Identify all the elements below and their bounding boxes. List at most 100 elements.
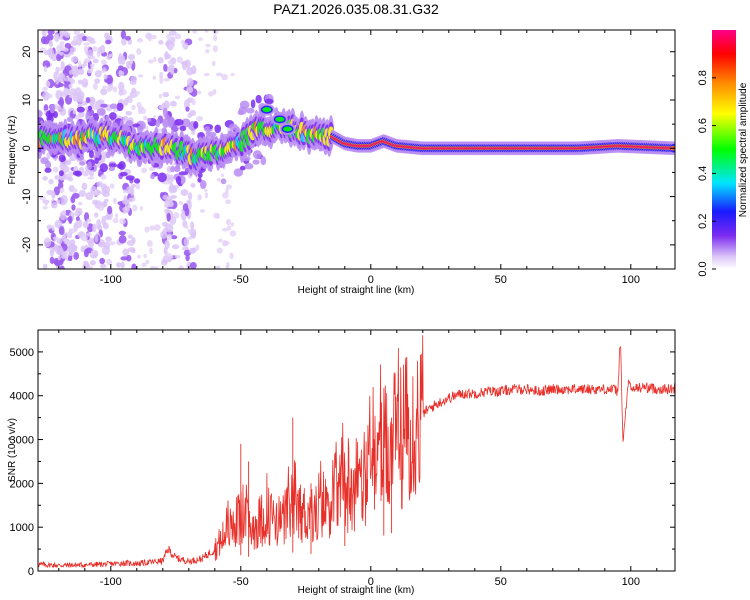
spectrogram-noise-cell	[136, 48, 142, 55]
spectrogram-noise-cell	[58, 170, 64, 177]
spectrogram-noise-cell	[168, 116, 175, 125]
spectrogram-noise-cell	[59, 107, 67, 116]
spectrogram-noise-cell	[38, 110, 43, 118]
spectrogram-noise-cell	[56, 238, 63, 245]
spectrogram-noise-cell	[51, 224, 55, 231]
spectrogram-noise-cell	[204, 30, 209, 33]
spectrogram-noise-cell	[187, 77, 194, 88]
spectrogram-noise-cell	[137, 254, 141, 259]
spectrogram-noise-cell	[147, 117, 152, 122]
spectrogram-noise-cell	[246, 107, 255, 114]
spectrogram-noise-cell	[185, 106, 190, 112]
spectrogram-noise-cell	[98, 204, 105, 211]
spectrogram-noise-cell	[70, 195, 76, 204]
spectrogram-noise-cell	[94, 234, 99, 243]
spectrogram-noise-cell	[158, 93, 163, 99]
spectrogram-noise-cell	[185, 254, 190, 262]
spectrogram-noise-cell	[122, 248, 130, 257]
spectrogram-noise-cell	[164, 203, 169, 209]
spectrogram-noise-cell	[169, 100, 177, 107]
spectrogram-noise-cell	[167, 233, 172, 241]
spectrogram-noise-cell	[193, 121, 199, 129]
spectrogram-noise-cell	[85, 111, 90, 122]
spectrogram-noise-cell	[60, 254, 67, 259]
spectrogram-noise-cell	[45, 80, 51, 88]
spectrogram-noise-cell	[108, 163, 118, 168]
spectrogram-noise-cell	[96, 50, 101, 58]
spectrogram-noise-cell	[122, 189, 127, 194]
spectrogram-noise-cell	[203, 72, 210, 77]
spectrogram-noise-cell	[57, 255, 61, 261]
spectrogram-noise-cell	[61, 234, 67, 242]
spectrogram-noise-cell	[180, 189, 189, 196]
spectrogram-noise-cell	[96, 108, 106, 116]
spectrogram-noise-cell	[220, 173, 225, 178]
spectrogram-ridge	[38, 103, 675, 177]
spectrogram-noise-cell	[100, 174, 107, 180]
spectrogram-noise-cell	[92, 103, 100, 111]
spectrogram-noise-cell	[106, 258, 112, 266]
spectrogram-noise-cell	[178, 265, 184, 269]
spectrogram-y-tick-label: -10	[21, 189, 33, 205]
spectrogram-noise-cell	[190, 69, 197, 75]
spectrogram-noise-cell	[101, 247, 107, 254]
spectrogram-noise-cell	[212, 30, 219, 35]
spectrogram-noise-cell	[82, 78, 87, 85]
colorbar-gradient	[712, 30, 736, 269]
spectrogram-y-tick-label: 20	[21, 46, 33, 58]
spectrogram-noise-cell	[178, 171, 189, 176]
spectrogram-noise-cell	[68, 88, 77, 97]
spectrogram-noise-cell	[59, 41, 65, 46]
colorbar-tick-label: 0.4	[697, 166, 709, 181]
spectrogram-noise-cell	[181, 118, 191, 128]
spectrogram-noise-cell	[204, 126, 211, 131]
spectrogram-noise-cell	[62, 91, 66, 96]
spectrogram-noise-cell	[76, 222, 82, 227]
spectrogram-noise-cell	[112, 218, 119, 224]
spectrogram-noise-cell	[132, 123, 141, 128]
spectrogram-x-tick-label: -50	[233, 274, 249, 286]
spectrogram-noise-cell	[127, 96, 132, 101]
spectrogram-noise-cell	[169, 201, 174, 208]
spectrogram-noise-cell	[48, 93, 53, 99]
spectrogram-noise-cell	[166, 196, 172, 200]
spectrogram-noise-cell	[228, 123, 238, 131]
spectrogram-noise-cell	[186, 86, 194, 94]
spectrogram-noise-cell	[164, 51, 169, 60]
spectrogram-noise-cell	[128, 240, 134, 247]
spectrogram-noise-cell	[102, 222, 109, 230]
spectrogram-noise-cell	[163, 77, 171, 82]
spectrogram-noise-cell	[58, 226, 65, 236]
spectrogram-noise-cell	[162, 91, 170, 98]
snr-panel: -100 -50 0 50 100 0 1000 2000 3000 4000 5000 Heig…	[7, 329, 676, 596]
spectrogram-noise-cell	[189, 109, 197, 117]
spectrogram-noise-cell	[174, 254, 181, 259]
spectrogram-noise-cell	[73, 166, 78, 171]
spectrogram-noise-cell	[99, 163, 108, 173]
spectrogram-noise-cell	[55, 104, 62, 111]
spectrogram-noise-cell	[120, 256, 128, 261]
colorbar-tick-label: 0.2	[697, 214, 709, 229]
spectrogram-noise-cell	[116, 102, 124, 112]
spectrogram-noise-cell	[116, 163, 124, 169]
spectrogram-noise-cell	[106, 85, 114, 91]
spectrogram-noise-cell	[109, 112, 117, 120]
spectrogram-noise-cell	[139, 107, 147, 115]
snr-x-axis: -100 -50 0 50 100	[58, 330, 658, 588]
spectrogram-noise-cell	[160, 230, 168, 239]
spectrogram-noise-cell	[96, 181, 103, 187]
spectrogram-noise-cell	[118, 81, 125, 92]
spectrogram-noise-cell	[170, 235, 178, 240]
snr-y-tick-label: 0	[28, 566, 34, 578]
spectrogram-noise-cell	[70, 56, 79, 63]
spectrogram-noise-cell	[59, 44, 65, 51]
spectrogram-noise-cell	[163, 63, 168, 72]
spectrogram-noise-cell	[184, 59, 191, 68]
spectrogram-noise-cell	[52, 166, 59, 173]
spectrogram-noise-cell	[103, 73, 108, 80]
spectrogram-noise-cell	[83, 42, 90, 46]
spectrogram-noise-cell	[108, 166, 115, 172]
spectrogram-noise-cell	[86, 36, 92, 42]
spectrogram-noise-cell	[199, 209, 206, 213]
spectrogram-noise-cell	[75, 216, 80, 221]
